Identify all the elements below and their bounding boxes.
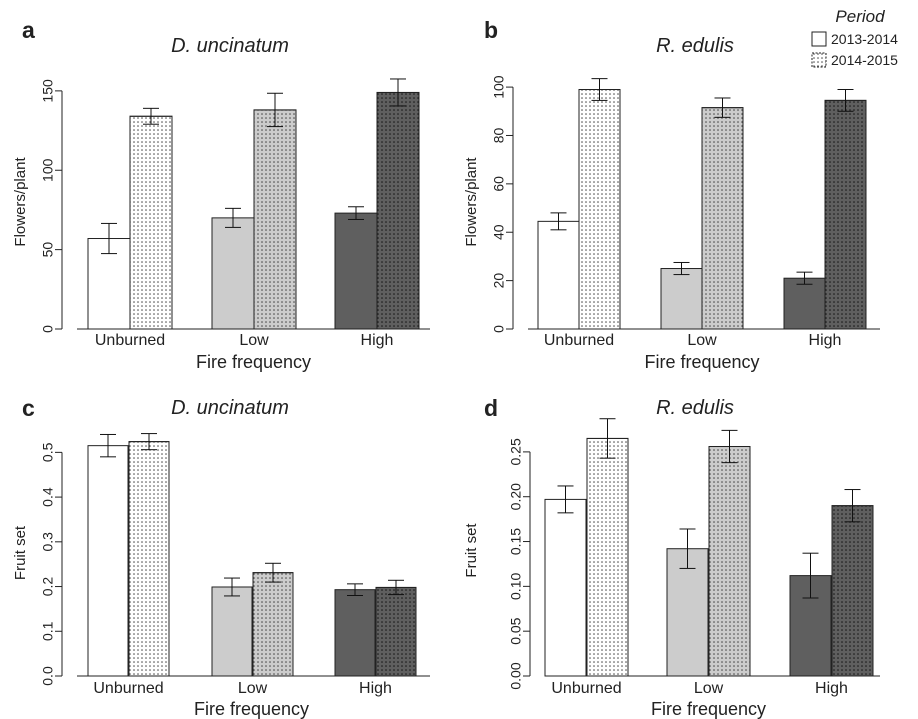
x-category-label-unburned: Unburned	[544, 332, 614, 349]
x-category-label-high: High	[809, 332, 842, 349]
bar-dots-high-2014-2015	[831, 505, 874, 677]
y-tick-label: 40	[491, 224, 507, 240]
y-tick-label: 0	[491, 325, 507, 333]
y-axis-title: Flowers/plant	[463, 157, 480, 247]
panel-d-fruitset-r-edulis: R. edulis 0.00 0.05 0.10 0.15 0.20 0.25 Fruit s…	[463, 397, 880, 719]
y-tick-label: 100	[491, 75, 507, 99]
bar-dots-high-2014-2015	[824, 99, 867, 330]
x-category-label-unburned: Unburned	[95, 332, 165, 349]
panel-letter-b: b	[484, 17, 498, 43]
y-tick-label: 0.20	[508, 483, 524, 510]
legend-label-2013-2014: 2013-2014	[831, 31, 898, 47]
bar-dots-low-2014-2015	[252, 572, 294, 677]
y-tick-label: 0.1	[40, 621, 56, 641]
bar-low-2013-2014	[660, 268, 703, 330]
x-axis-title: Fire frequency	[194, 699, 309, 719]
y-tick-label: 0.15	[508, 528, 524, 555]
panel-letter-c: c	[22, 395, 35, 421]
x-category-label-low: Low	[239, 332, 269, 349]
bar-dots-low-2014-2015	[701, 107, 744, 330]
chart-title: D. uncinatum	[171, 397, 289, 419]
bar-low-2013-2014	[666, 548, 709, 677]
legend-label-2014-2015: 2014-2015	[831, 52, 898, 68]
y-tick-label: 60	[491, 176, 507, 192]
panel-b-flowers-r-edulis: R. edulis 0 20 40 60 80 100 Flowers/plant Unburn…	[463, 35, 880, 372]
bar-unburned-2013-2014	[87, 445, 129, 677]
legend-swatch-2014-2015	[811, 52, 827, 68]
legend: Period 2013-2014 2014-2015	[811, 7, 898, 68]
x-category-label-low: Low	[687, 332, 717, 349]
bar-high-2013-2014	[334, 589, 376, 677]
y-tick-label: 0.2	[40, 577, 56, 597]
y-tick-label: 80	[491, 127, 507, 143]
y-tick-label: 100	[40, 158, 56, 182]
y-tick-label: 0.25	[508, 438, 524, 465]
y-tick-label: 0	[40, 325, 56, 333]
x-category-label-unburned: Unburned	[93, 680, 163, 697]
x-axis-title: Fire frequency	[651, 699, 766, 719]
y-tick-label: 0.10	[508, 573, 524, 600]
legend-swatch-2013-2014	[811, 31, 827, 47]
y-tick-label: 0.5	[40, 442, 56, 462]
x-axis-title: Fire frequency	[644, 352, 759, 372]
bar-dots-unburned-2014-2015	[578, 89, 621, 330]
x-category-label-low: Low	[238, 680, 268, 697]
x-category-label-high: High	[359, 680, 392, 697]
bar-dots-unburned-2014-2015	[586, 437, 629, 677]
bar-low-2013-2014	[211, 586, 253, 677]
y-tick-label: 0.0	[40, 666, 56, 686]
panel-letter-a: a	[22, 17, 35, 43]
y-axis-title: Fruit set	[463, 523, 480, 578]
legend-title: Period	[835, 7, 885, 26]
x-category-label-unburned: Unburned	[551, 680, 621, 697]
bar-dots-low-2014-2015	[253, 109, 297, 330]
y-tick-label: 0.00	[508, 662, 524, 689]
panel-c-fruitset-d-uncinatum: D. uncinatum 0.0 0.1 0.2 0.3 0.4 0.5 Fruit set U…	[12, 397, 430, 719]
y-tick-label: 50	[40, 242, 56, 258]
bar-dots-high-2014-2015	[376, 91, 420, 330]
chart-title: D. uncinatum	[171, 35, 289, 57]
y-tick-label: 0.3	[40, 532, 56, 552]
bar-dots-high-2014-2015	[375, 586, 417, 677]
x-axis-title: Fire frequency	[196, 352, 311, 372]
bar-high-2013-2014	[783, 277, 826, 330]
panel-a-flowers-d-uncinatum: D. uncinatum 0 50 100 150 Flowers/plant Unburn…	[12, 35, 430, 372]
y-tick-label: 20	[491, 273, 507, 289]
y-tick-label: 150	[40, 79, 56, 103]
bar-low-2013-2014	[211, 217, 255, 330]
bar-dots-low-2014-2015	[708, 446, 751, 677]
y-tick-label: 0.05	[508, 617, 524, 644]
y-axis-title: Flowers/plant	[12, 157, 29, 247]
x-category-label-high: High	[815, 680, 848, 697]
x-category-label-low: Low	[694, 680, 724, 697]
bar-dots-unburned-2014-2015	[129, 115, 173, 330]
panel-letter-d: d	[484, 395, 498, 421]
x-category-label-high: High	[361, 332, 394, 349]
y-axis-title: Fruit set	[12, 525, 29, 580]
bar-unburned-2013-2014	[537, 220, 580, 330]
bar-unburned-2013-2014	[544, 498, 587, 677]
bar-high-2013-2014	[334, 212, 378, 330]
y-tick-label: 0.4	[40, 487, 56, 507]
chart-title: R. edulis	[656, 35, 734, 57]
chart-title: R. edulis	[656, 397, 734, 419]
bar-dots-unburned-2014-2015	[128, 441, 170, 677]
